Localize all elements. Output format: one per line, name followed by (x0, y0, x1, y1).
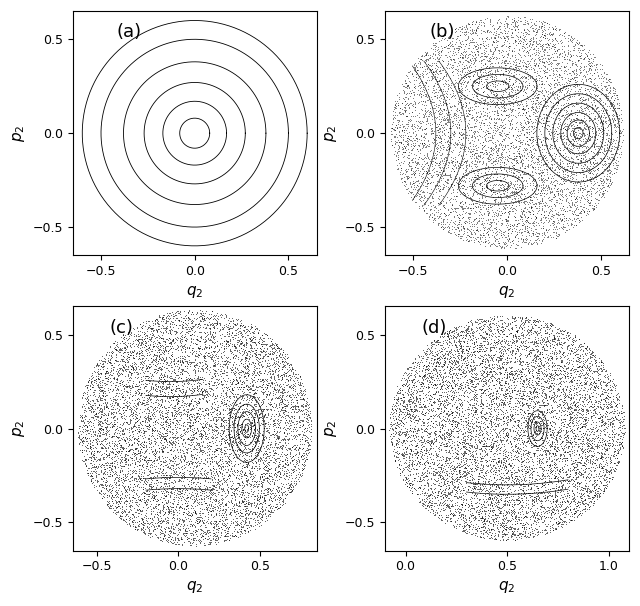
Y-axis label: $p_2$: $p_2$ (323, 420, 339, 438)
Text: (d): (d) (422, 319, 447, 337)
X-axis label: $q_2$: $q_2$ (499, 579, 516, 595)
Y-axis label: $p_2$: $p_2$ (11, 124, 27, 142)
X-axis label: $q_2$: $q_2$ (499, 284, 516, 299)
Text: (a): (a) (116, 23, 142, 41)
Y-axis label: $p_2$: $p_2$ (323, 124, 339, 142)
Text: (c): (c) (109, 319, 133, 337)
Text: (b): (b) (429, 23, 454, 41)
Y-axis label: $p_2$: $p_2$ (11, 420, 27, 438)
X-axis label: $q_2$: $q_2$ (186, 284, 204, 299)
X-axis label: $q_2$: $q_2$ (186, 579, 204, 595)
